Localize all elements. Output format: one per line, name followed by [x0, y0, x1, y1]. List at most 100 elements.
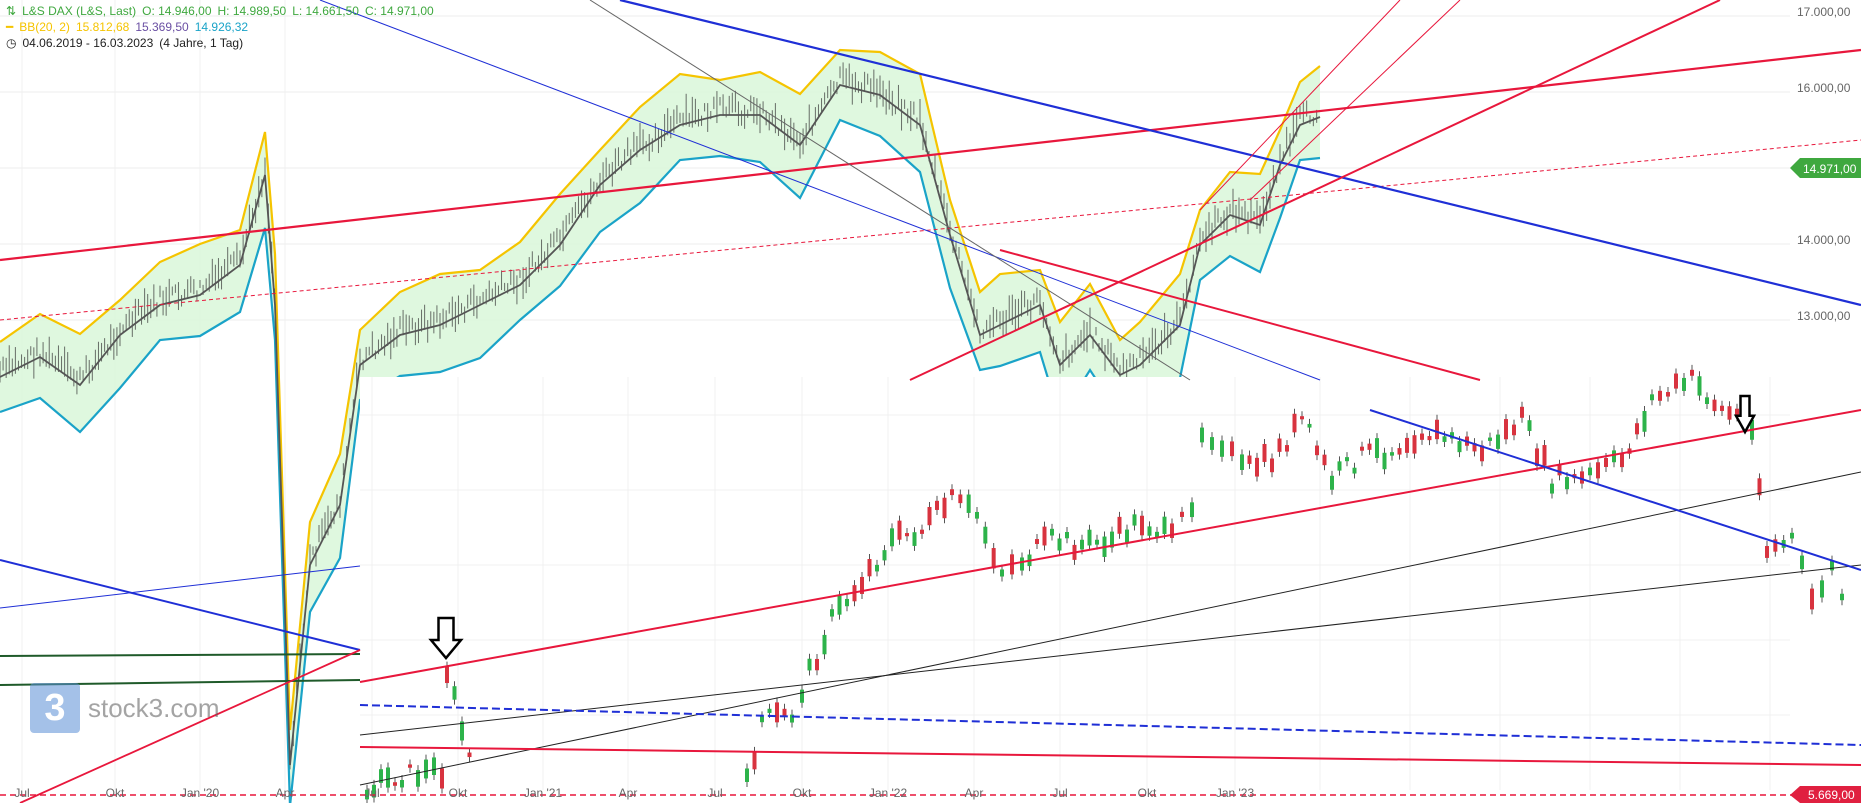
lower-candle	[1065, 532, 1069, 539]
lower-candle	[920, 529, 924, 534]
lower-candle	[1705, 397, 1709, 404]
lower-candle	[1612, 450, 1616, 463]
x-tick-label: Okt	[1138, 786, 1157, 800]
lower-candle	[1757, 478, 1762, 496]
resistance-trendline	[0, 559, 361, 651]
lower-candle	[1658, 390, 1662, 401]
low-value: L: 14.661,50	[292, 4, 359, 18]
lower-candle	[1666, 392, 1670, 397]
lower-candle	[1720, 405, 1724, 411]
bb-header: ━ BB(20, 2) 15.812,68 15.369,50 14.926,32	[6, 20, 254, 34]
lower-candle	[1095, 539, 1099, 545]
lower-candle	[1580, 471, 1584, 484]
low-price-value: 5.669,00	[1808, 788, 1855, 802]
x-tick-label: Jul	[1052, 786, 1067, 800]
lower-candle	[1527, 420, 1532, 431]
lower-candle	[815, 658, 819, 671]
lower-candle	[800, 689, 804, 703]
lower-candle	[416, 770, 420, 787]
y-tick-label: 13.000,00	[1797, 309, 1851, 323]
lower-candle	[1405, 437, 1409, 453]
lower-candle	[1520, 406, 1524, 418]
y-tick-label: 14.000,00	[1797, 233, 1851, 247]
support-trendline	[359, 746, 1861, 766]
signal-arrow-down	[1733, 394, 1757, 435]
lower-candle	[1330, 475, 1334, 490]
resistance-trendline-thin	[0, 565, 361, 609]
x-tick-label: Okt	[793, 786, 812, 800]
lower-candle	[845, 598, 849, 607]
lower-candle	[1247, 455, 1252, 464]
lower-candle	[1765, 546, 1769, 558]
lower-candle	[1697, 376, 1702, 396]
lower-candle	[752, 751, 757, 770]
lower-candle	[1080, 539, 1084, 550]
stock3-logo: 3 stock3.com	[30, 683, 220, 733]
lower-candle	[1820, 580, 1824, 598]
lower-candle	[1472, 443, 1477, 452]
lower-candle	[1322, 454, 1327, 466]
lower-candle	[1367, 443, 1372, 450]
lower-candle	[1674, 373, 1678, 389]
lower-candle	[912, 532, 917, 546]
support-trendline-thin	[1249, 0, 1461, 201]
lower-candle	[745, 768, 749, 782]
x-tick-label: Jul	[364, 786, 379, 800]
helper-trendline	[589, 0, 1191, 381]
lower-candle	[867, 559, 872, 577]
lower-candle	[966, 494, 971, 513]
lower-candle	[837, 595, 842, 615]
lower-candle	[942, 497, 947, 519]
lower-candle	[1117, 516, 1122, 534]
signal-arrow-down	[428, 616, 464, 660]
lower-candle	[440, 768, 444, 789]
lower-candle	[807, 658, 812, 671]
lower-candle	[1512, 424, 1516, 436]
lower-candle	[1810, 588, 1814, 610]
support-trendline-dashed	[0, 139, 1861, 321]
lower-candle	[1375, 438, 1379, 458]
lower-candle	[1132, 514, 1137, 526]
support-trendline	[359, 409, 1861, 683]
lower-candle	[1457, 441, 1462, 453]
lower-candle	[1557, 464, 1562, 476]
lower-candle	[1442, 436, 1447, 442]
lower-candle	[882, 550, 887, 561]
last-price-tag: 14.971,00	[1790, 158, 1861, 178]
x-tick-label: Jan '21	[524, 786, 563, 800]
lower-candle	[1035, 539, 1039, 545]
close-value: C: 14.971,00	[364, 4, 434, 18]
lower-candle	[775, 702, 779, 723]
lower-candle	[1352, 467, 1357, 474]
lower-candle	[822, 634, 827, 655]
lower-candle	[408, 764, 412, 768]
lower-candle	[1087, 529, 1092, 546]
lower-candle	[1420, 433, 1424, 440]
x-tick-label: Jul	[707, 786, 722, 800]
lower-candle	[1588, 467, 1592, 476]
resistance-trendline-dashed	[359, 704, 1861, 746]
support-trendline	[999, 249, 1481, 381]
bb-mid-line	[0, 83, 1321, 766]
lower-candle	[460, 721, 464, 741]
x-tick-label: Jan '20	[181, 786, 220, 800]
lower-candle	[1230, 441, 1234, 457]
lower-candle	[1140, 515, 1144, 536]
lower-candle	[1504, 419, 1508, 440]
lower-candle	[767, 708, 772, 713]
lower-candle	[1550, 483, 1554, 494]
lower-candle	[935, 500, 939, 510]
lower-candle	[1735, 408, 1739, 417]
lower-candle	[1315, 445, 1319, 456]
lower-candle	[830, 609, 834, 617]
lower-candle	[1496, 434, 1500, 449]
lower-candle	[1057, 538, 1062, 551]
date-header: ◷ 04.06.2019 - 16.03.2023 (4 Jahre, 1 Tag)	[6, 36, 249, 50]
green-trendline	[0, 653, 361, 657]
lower-candle	[467, 752, 472, 758]
lower-candle	[1285, 445, 1289, 452]
lower-candle	[950, 489, 954, 496]
last-price-tag-shape	[1790, 158, 1861, 178]
lower-candle	[1830, 560, 1834, 571]
